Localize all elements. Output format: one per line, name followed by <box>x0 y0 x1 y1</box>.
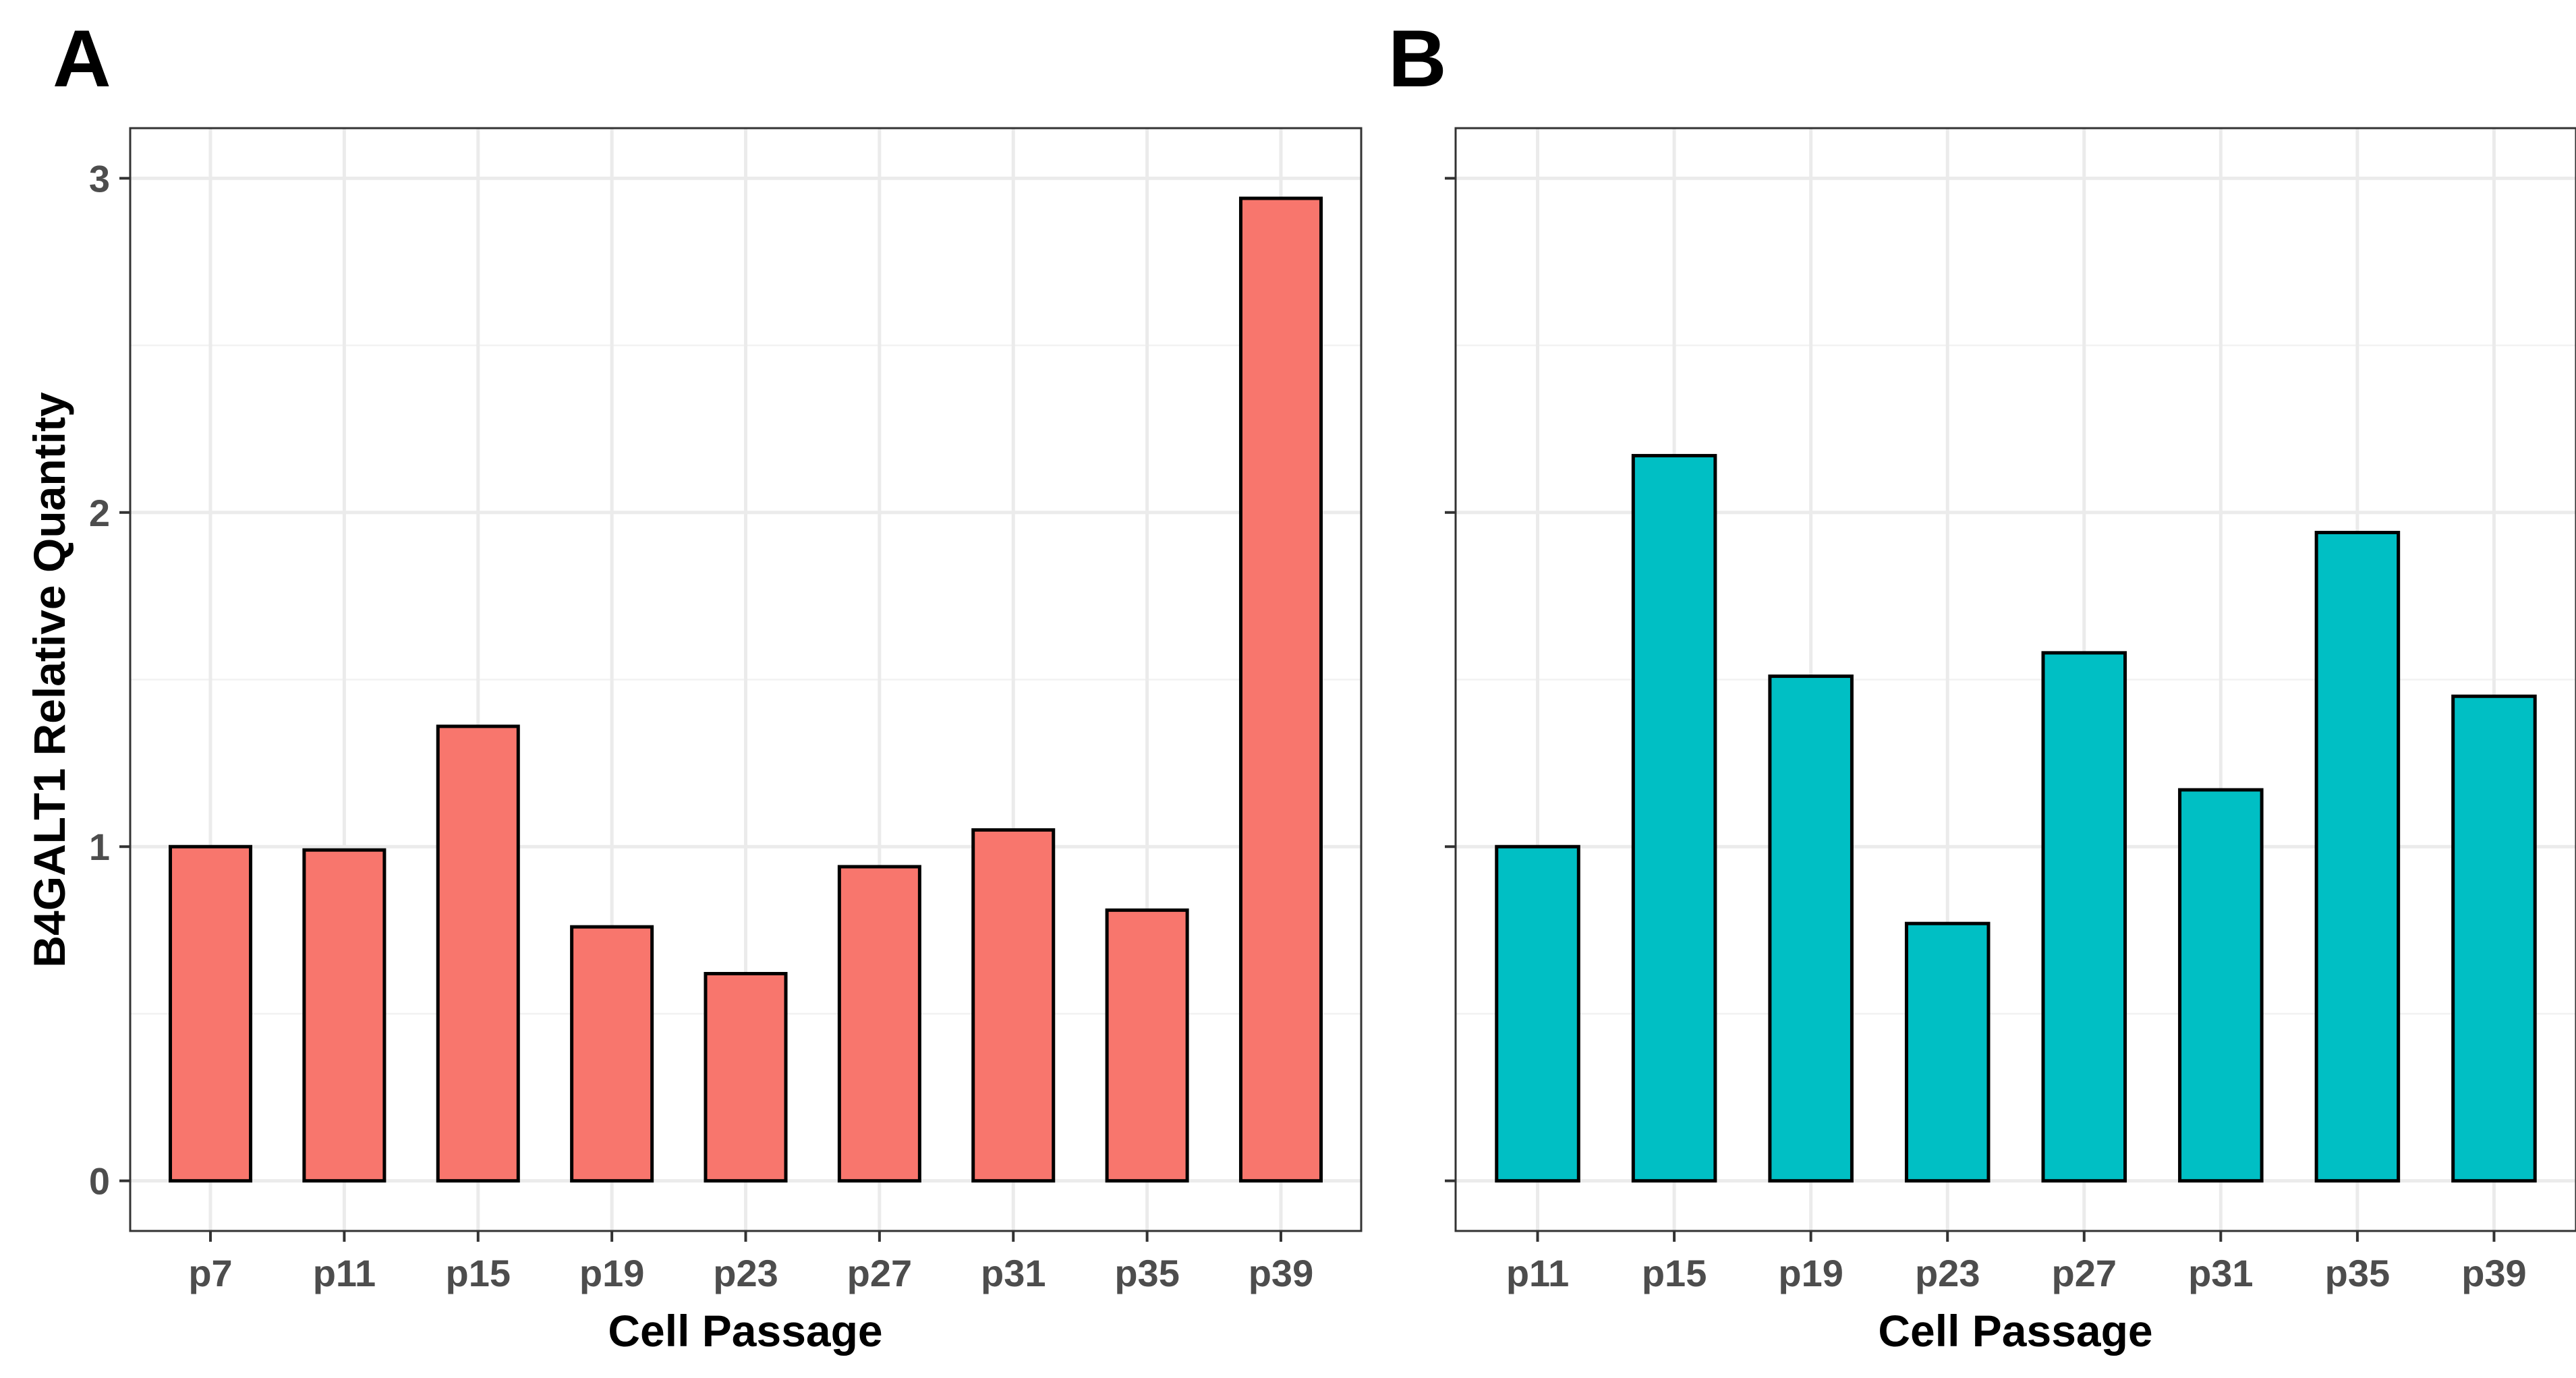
panel-b-bar-p11 <box>1495 844 1580 1183</box>
panel-b-x-tick-label: p35 <box>2325 1252 2391 1294</box>
panel-letter-b: B <box>1388 13 1447 104</box>
panel-b-x-axis-title: Cell Passage <box>1878 1306 2152 1356</box>
panel-b-bar-p19 <box>1768 674 1854 1183</box>
panel-b-x-tick-label: p31 <box>2188 1252 2254 1294</box>
panel-a: A p7 p11 p15 p19 p23 p27 p31 p35 p39 0 1 2 3 Cell Pa… <box>24 13 1363 1356</box>
panel-b-bar-p23 <box>1904 921 1991 1183</box>
panel-a-bar-p35 <box>1105 908 1189 1183</box>
panel-a-x-tick-label: p7 <box>188 1252 232 1294</box>
panel-a-bar-p23 <box>704 972 788 1183</box>
panel-a-bar-p19 <box>570 925 654 1183</box>
panel-a-x-tick-label: p15 <box>446 1252 511 1294</box>
panel-b-x-tick-label: p39 <box>2461 1252 2527 1294</box>
panel-a-x-axis-title: Cell Passage <box>608 1306 882 1356</box>
panel-b-x-tick-label: p27 <box>2052 1252 2117 1294</box>
panel-letter-a: A <box>53 13 111 104</box>
panel-b-grid <box>1456 128 2576 1231</box>
panel-b-x-tick-label: p19 <box>1778 1252 1843 1294</box>
panel-b-bar-p15 <box>1631 454 1717 1183</box>
panel-a-bar-p39 <box>1238 196 1323 1183</box>
panel-a-y-tick-label: 1 <box>89 826 110 868</box>
panel-b-x-tick-label: p11 <box>1506 1252 1569 1294</box>
panel-b-bar-p35 <box>2314 531 2401 1183</box>
panel-a-x-tick-label: p23 <box>713 1252 778 1294</box>
panel-a-bar-p15 <box>436 724 520 1183</box>
panel-b: B p11 p15 p19 p23 p27 p31 p35 p39 Cell Passage <box>1388 13 2576 1356</box>
panel-b-border <box>1454 127 2576 1232</box>
panel-a-y-tick-label: 0 <box>89 1160 110 1203</box>
panel-b-ticks: p11 p15 p19 p23 p27 p31 p35 p39 <box>1445 177 2527 1294</box>
panel-a-bars <box>169 196 1323 1183</box>
panel-a-x-tick-label: p19 <box>579 1252 645 1294</box>
panel-a-x-tick-label: p31 <box>981 1252 1046 1294</box>
panel-a-y-tick-label: 3 <box>89 157 110 200</box>
panel-a-x-tick-label: p35 <box>1114 1252 1180 1294</box>
panel-a-x-tick-label: p39 <box>1249 1252 1314 1294</box>
panel-b-x-tick-label: p23 <box>1915 1252 1980 1294</box>
panel-a-bar-p7 <box>169 844 253 1183</box>
panel-a-y-tick-label: 2 <box>89 492 110 534</box>
panel-a-ticks: p7 p11 p15 p19 p23 p27 p31 p35 p39 0 1 2 3 <box>89 157 1313 1294</box>
panel-a-x-tick-label: p11 <box>313 1252 376 1294</box>
panel-a-bar-p11 <box>302 848 387 1183</box>
panel-a-bar-p27 <box>837 865 921 1183</box>
panel-a-y-axis-title: B4GALT1 Relative Quantity <box>24 392 74 968</box>
panel-a-bar-p31 <box>971 828 1056 1183</box>
panel-a-x-tick-label: p27 <box>847 1252 913 1294</box>
panel-b-bars <box>1495 454 2537 1183</box>
panel-b-bar-p39 <box>2451 694 2537 1183</box>
panel-b-x-tick-label: p15 <box>1642 1252 1707 1294</box>
panel-b-bar-p31 <box>2178 788 2264 1183</box>
panel-b-bar-p27 <box>2041 651 2127 1183</box>
